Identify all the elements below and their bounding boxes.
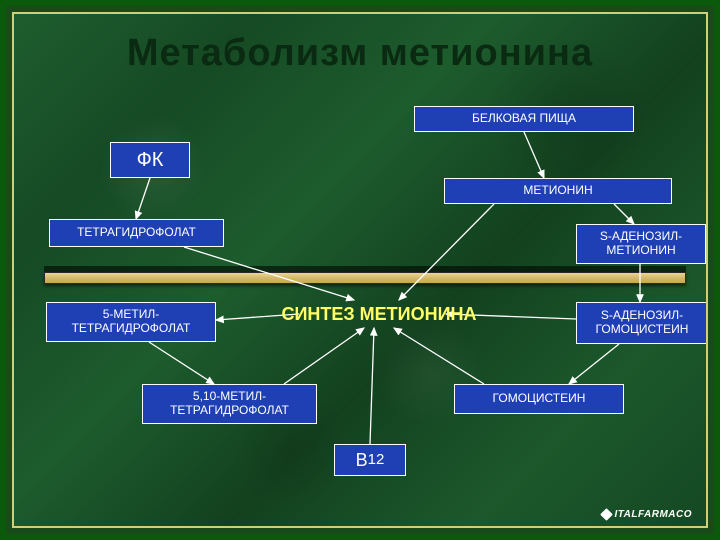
node-b12: В12: [334, 444, 406, 476]
node-5-metil-thf: 5-МЕТИЛ- ТЕТРАГИДРОФОЛАТ: [46, 302, 216, 342]
center-label-sintez-metionina: СИНТЕЗ МЕТИОНИНА: [264, 304, 494, 325]
node-5-10-metil-thf: 5,10-МЕТИЛ- ТЕТРАГИДРОФОЛАТ: [142, 384, 317, 424]
diagram-title: Метаболизм метионина: [14, 32, 706, 75]
node-s-adenozil-gomocistein: S-АДЕНОЗИЛ- ГОМОЦИСТЕИН: [576, 302, 708, 344]
node-metionin: МЕТИОНИН: [444, 178, 672, 204]
node-fk: ФК: [110, 142, 190, 178]
horizontal-bar: [44, 272, 686, 284]
outer-frame: Метаболизм метионина ФК БЕЛКОВАЯ ПИЩА МЕ…: [0, 0, 720, 540]
node-gomocistein: ГОМОЦИСТЕИН: [454, 384, 624, 414]
logo-text: ITALFARMACO: [614, 509, 692, 520]
logo-icon: [601, 508, 614, 521]
node-tetragidrofolat: ТЕТРАГИДРОФОЛАТ: [49, 219, 224, 247]
node-belkovaya-pishcha: БЕЛКОВАЯ ПИЩА: [414, 106, 634, 132]
logo-italfarmaco: ITALFARMACO: [602, 509, 692, 520]
node-s-adenozil-metionin: S-АДЕНОЗИЛ- МЕТИОНИН: [576, 224, 706, 264]
diagram-canvas: Метаболизм метионина ФК БЕЛКОВАЯ ПИЩА МЕ…: [12, 12, 708, 528]
